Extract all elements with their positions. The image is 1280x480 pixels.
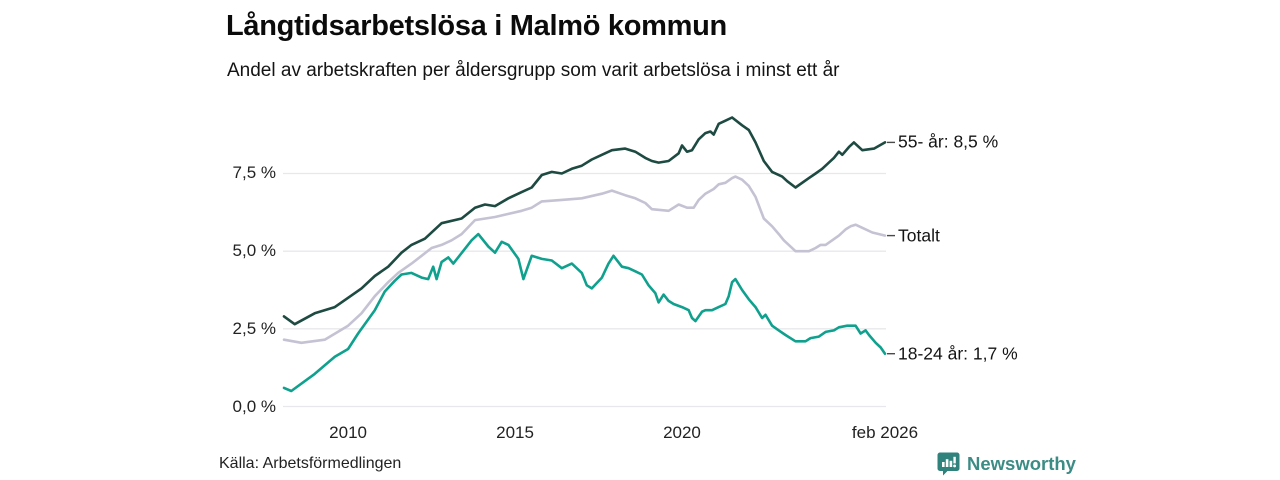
newsworthy-brand-name: Newsworthy bbox=[967, 452, 1076, 474]
x-tick-label: feb 2026 bbox=[851, 423, 919, 442]
series-line-18-24-r bbox=[282, 232, 887, 393]
series-end-label-18-24-r: 18-24 år: 1,7 % bbox=[898, 343, 1018, 364]
chart-subtitle: Andel av arbetskraften per åldersgrupp s… bbox=[227, 60, 840, 81]
newsworthy-speech-bubble-chart-icon bbox=[937, 452, 960, 476]
series-line-totalt bbox=[282, 175, 887, 345]
y-tick-label: 2,5 % bbox=[232, 318, 276, 338]
y-tick-label: 5,0 % bbox=[232, 241, 276, 261]
newsworthy-brand: Newsworthy bbox=[936, 451, 1076, 476]
x-tick-label: 2015 bbox=[496, 423, 534, 442]
series-end-label-totalt: Totalt bbox=[898, 225, 940, 246]
y-tick-label: 7,5 % bbox=[232, 163, 276, 183]
y-tick-label: 0,0 % bbox=[232, 396, 276, 416]
series-line-55-r bbox=[282, 116, 887, 326]
x-tick-label: 2010 bbox=[329, 423, 368, 442]
source-note: Källa: Arbetsförmedlingen bbox=[219, 455, 402, 472]
x-tick-label: 2020 bbox=[663, 423, 701, 442]
chart-title: Långtidsarbetslösa i Malmö kommun bbox=[226, 10, 727, 42]
series-end-label-55-r: 55- år: 8,5 % bbox=[898, 131, 999, 152]
